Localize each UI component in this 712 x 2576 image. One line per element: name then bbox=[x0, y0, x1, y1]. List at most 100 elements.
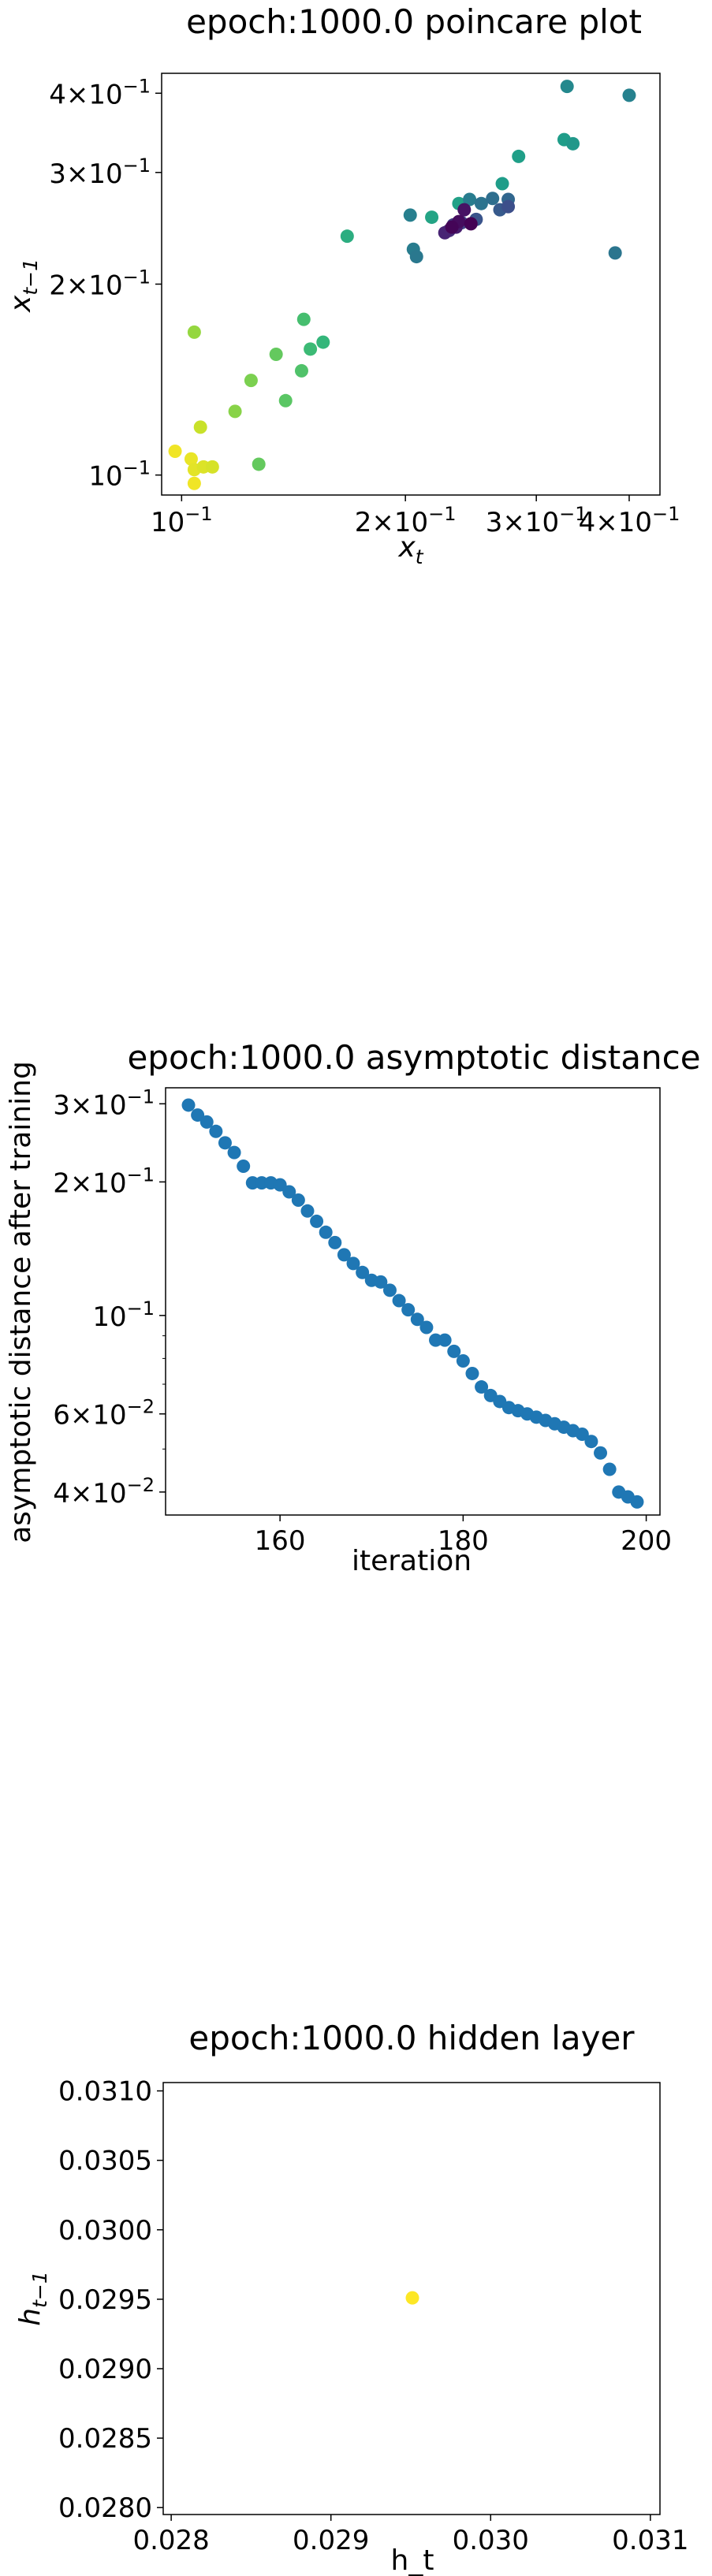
scatter-point bbox=[608, 246, 622, 260]
scatter-point bbox=[463, 192, 477, 207]
tick-label: 2×10−1 bbox=[53, 1163, 155, 1199]
scatter-point bbox=[184, 452, 198, 466]
scatter-point bbox=[228, 404, 242, 419]
scatter-point bbox=[168, 445, 182, 459]
chart-title: epoch:1000.0 poincare plot bbox=[186, 2, 642, 41]
scatter-point bbox=[300, 1204, 315, 1218]
tick-label: 3×10−1 bbox=[49, 154, 151, 190]
scatter-point bbox=[501, 199, 516, 214]
tick-label: 180 bbox=[438, 1525, 489, 1557]
scatter-point bbox=[319, 1225, 333, 1239]
scatter-point bbox=[464, 217, 478, 231]
scatter-point bbox=[346, 1256, 360, 1271]
scatter-point bbox=[282, 1185, 296, 1199]
scatter-point bbox=[193, 420, 207, 434]
scatter-point bbox=[310, 1214, 324, 1228]
tick-label: 4×10−1 bbox=[579, 503, 680, 538]
tick-label: 0.029 bbox=[293, 2525, 369, 2556]
scatter-point bbox=[447, 1344, 461, 1358]
plot-frame bbox=[165, 1087, 661, 1516]
scatter-point bbox=[575, 1427, 589, 1441]
scatter-point bbox=[594, 1446, 608, 1460]
scatter-point bbox=[328, 1235, 342, 1249]
tick-label: 0.0285 bbox=[58, 2423, 152, 2455]
plot-frame bbox=[161, 73, 661, 496]
scatter-point bbox=[340, 229, 354, 244]
scatter-point bbox=[356, 1265, 370, 1279]
scatter-point bbox=[622, 88, 636, 102]
scatter-point bbox=[419, 1320, 434, 1335]
tick-label: 0.0310 bbox=[58, 2076, 152, 2108]
tick-label: 0.028 bbox=[132, 2525, 209, 2556]
tick-label: 200 bbox=[621, 1525, 672, 1557]
tick-label: 160 bbox=[255, 1525, 306, 1557]
tick-label: 3×10−1 bbox=[486, 503, 587, 538]
tick-label: 4×10−1 bbox=[49, 75, 151, 110]
x-axis-label: h_t bbox=[391, 2544, 434, 2576]
scatter-point bbox=[403, 208, 417, 222]
scatter-point bbox=[475, 1380, 489, 1394]
x-axis-label: iteration bbox=[352, 1545, 472, 1577]
scatter-point bbox=[269, 348, 283, 362]
scatter-point bbox=[474, 196, 488, 210]
scatter-point bbox=[602, 1462, 617, 1476]
scatter-point bbox=[294, 363, 308, 378]
scatter-point bbox=[304, 342, 318, 356]
scatter-point bbox=[382, 1283, 397, 1297]
scatter-point bbox=[187, 476, 201, 490]
tick-label: 10−1 bbox=[151, 503, 213, 538]
scatter-point bbox=[486, 192, 500, 206]
poincare-plot-chart: epoch:1000.0 poincare plot 10−1 2×10−1 3×1… bbox=[5, 2, 680, 568]
scatter-point bbox=[560, 80, 574, 94]
scatter-point bbox=[218, 1136, 232, 1150]
chart-title: epoch:1000.0 asymptotic distance bbox=[127, 1038, 700, 1077]
tick-label: 0.0300 bbox=[58, 2215, 152, 2247]
tick-label: 10−1 bbox=[88, 457, 151, 493]
scatter-point bbox=[445, 220, 459, 234]
scatter-point bbox=[209, 1124, 223, 1138]
asymptotic-distance-chart: epoch:1000.0 asymptotic distance 4×10−2 6… bbox=[5, 1038, 701, 1577]
scatter-point bbox=[205, 460, 219, 474]
scatter-point bbox=[291, 1193, 305, 1207]
hidden-layer-chart: epoch:1000.0 hidden layer 0.0280 0.0285 0.… bbox=[14, 2019, 689, 2576]
scatter-point bbox=[584, 1435, 598, 1449]
tick-label: 2×10−1 bbox=[49, 266, 151, 301]
scatter-point bbox=[457, 203, 472, 217]
scatter-point bbox=[296, 312, 311, 326]
scatter-point bbox=[181, 1098, 196, 1112]
scatter-point bbox=[425, 210, 439, 225]
tick-label: 3×10−1 bbox=[53, 1085, 155, 1121]
tick-label: 0.0305 bbox=[58, 2146, 152, 2177]
chart-title: epoch:1000.0 hidden layer bbox=[188, 2019, 635, 2057]
tick-label: 0.0290 bbox=[58, 2354, 152, 2385]
scatter-point bbox=[187, 325, 201, 339]
scatter-point bbox=[278, 393, 293, 408]
scatter-point bbox=[401, 1303, 416, 1317]
tick-label: 0.030 bbox=[453, 2525, 529, 2556]
scatter-point bbox=[244, 374, 258, 388]
scatter-point bbox=[409, 250, 423, 264]
y-axis-label: xt−1 bbox=[5, 259, 42, 313]
scatter-point bbox=[337, 1248, 351, 1262]
scatter-point bbox=[465, 1366, 479, 1380]
scatter-point bbox=[456, 1353, 470, 1368]
y-axis-label: asymptotic distance after training bbox=[5, 1061, 37, 1543]
scatter-point bbox=[191, 1108, 205, 1122]
scatter-point bbox=[405, 2291, 419, 2305]
scatter-point bbox=[316, 335, 330, 349]
scatter-point bbox=[237, 1159, 251, 1173]
scatter-point bbox=[273, 1178, 287, 1192]
scatter-point bbox=[566, 136, 580, 151]
scatter-point bbox=[227, 1145, 241, 1160]
scatter-point bbox=[410, 1312, 424, 1327]
tick-label: 4×10−2 bbox=[53, 1474, 155, 1509]
tick-label: 0.031 bbox=[612, 2525, 688, 2556]
scatter-point bbox=[374, 1275, 388, 1289]
tick-label: 0.0280 bbox=[58, 2492, 152, 2524]
tick-label: 0.0295 bbox=[58, 2284, 152, 2316]
scatter-point bbox=[199, 1115, 214, 1129]
x-axis-label: xt bbox=[397, 531, 423, 568]
scatter-point bbox=[630, 1495, 644, 1509]
plot-frame bbox=[162, 2082, 661, 2515]
scatter-point bbox=[495, 177, 509, 191]
